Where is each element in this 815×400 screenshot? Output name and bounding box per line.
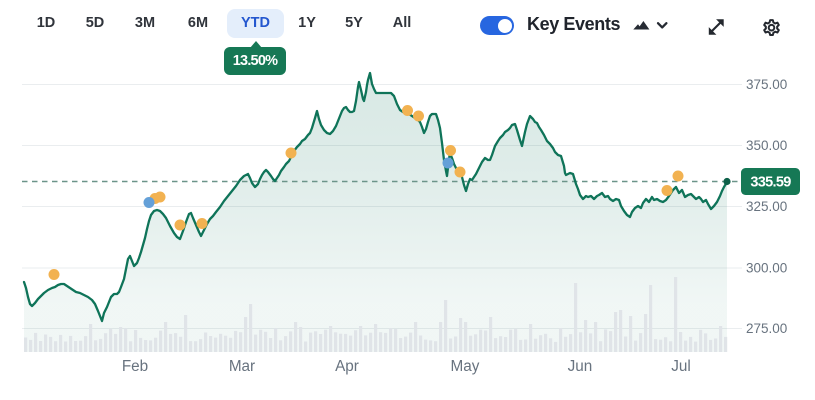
svg-text:375.00: 375.00 — [746, 77, 787, 92]
svg-text:Jul: Jul — [671, 358, 691, 375]
svg-text:335.59: 335.59 — [750, 175, 791, 191]
svg-text:Jun: Jun — [568, 358, 593, 375]
svg-text:Mar: Mar — [229, 358, 255, 375]
svg-text:325.00: 325.00 — [746, 199, 787, 214]
svg-text:Feb: Feb — [122, 358, 148, 375]
svg-text:275.00: 275.00 — [746, 321, 787, 336]
svg-text:May: May — [451, 358, 480, 375]
svg-text:300.00: 300.00 — [746, 261, 787, 276]
svg-text:Apr: Apr — [335, 358, 359, 375]
svg-text:350.00: 350.00 — [746, 138, 787, 153]
